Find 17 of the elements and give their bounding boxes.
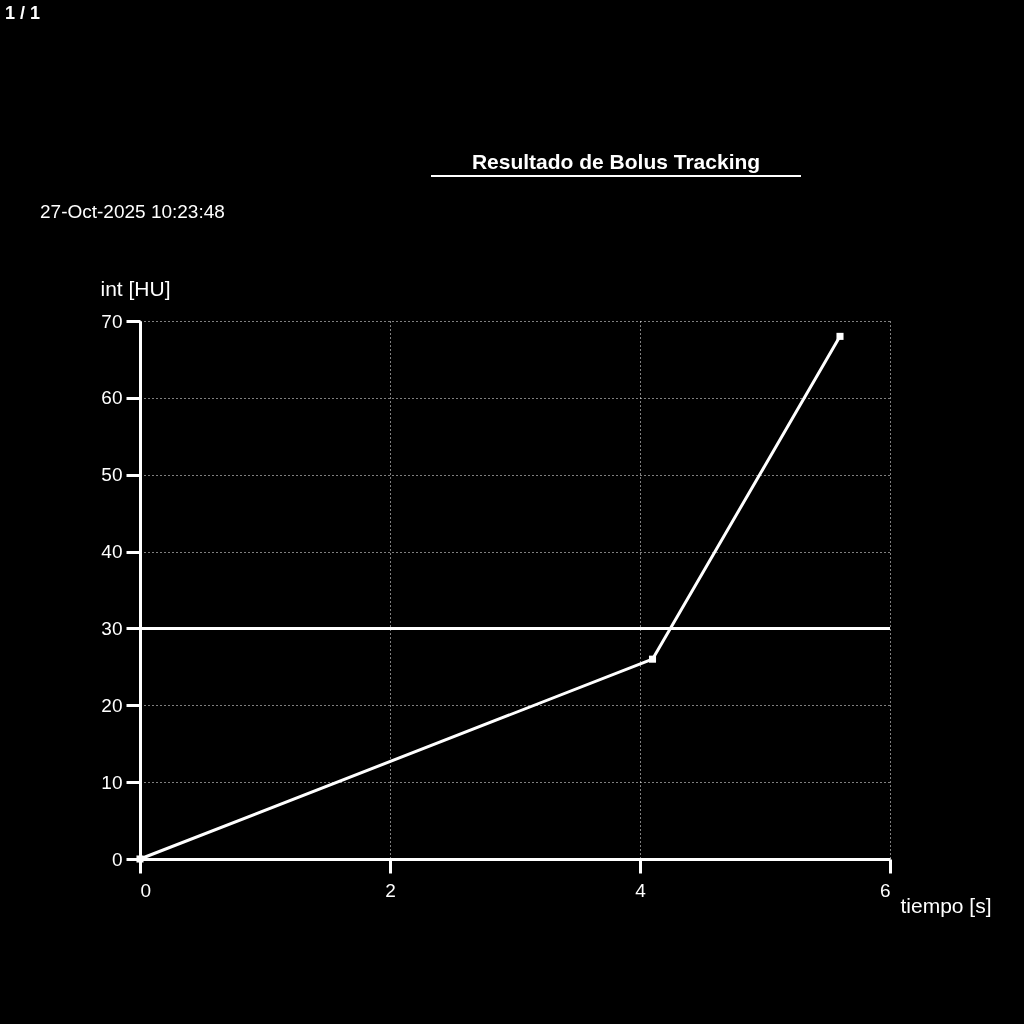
text: 1 / 1 <box>5 3 41 23</box>
chart-title: Resultado de Bolus Tracking <box>471 150 761 173</box>
x-axis-title: tiempo [s] <box>900 893 992 917</box>
x-tick-label: 6 <box>879 879 891 901</box>
x-tick-label: 0 <box>140 879 152 901</box>
y-tick-label: 10 <box>101 771 123 793</box>
chart-subtitle: 27-Oct-2025 10:23:48 <box>40 201 225 222</box>
y-tick-label: 60 <box>101 387 123 409</box>
y-tick-label: 40 <box>101 541 123 563</box>
x-tick-label: 4 <box>635 879 647 901</box>
x-tick-label: 2 <box>385 879 396 901</box>
y-tick-label: 70 <box>101 310 123 332</box>
y-tick-label: 0 <box>111 848 123 870</box>
y-tick-label: 30 <box>101 617 123 639</box>
y-tick-label: 50 <box>101 464 123 486</box>
y-tick-label: 20 <box>101 694 123 716</box>
y-axis-title: int [HU] <box>100 276 171 300</box>
